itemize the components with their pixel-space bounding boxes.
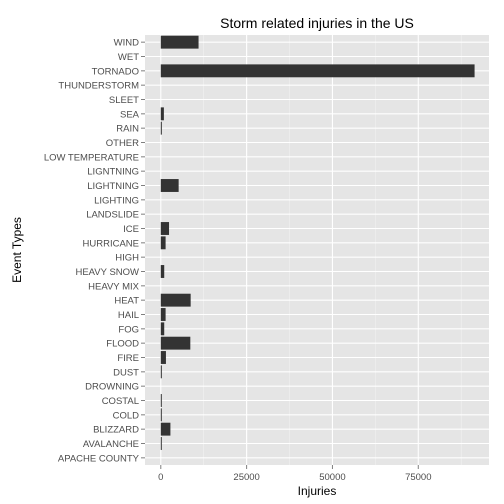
- bar-heat: [160, 293, 191, 307]
- bar-lightning: [160, 179, 179, 192]
- x-tick-label: 25000: [233, 472, 259, 483]
- y-tick-label: AVALANCHE: [83, 439, 139, 450]
- y-tick-label: APACHE COUNTY: [58, 453, 140, 464]
- y-tick-label: LIGNTNING: [87, 167, 139, 178]
- y-tick-label: LIGHTING: [94, 195, 139, 206]
- y-tick-label: ICE: [123, 224, 139, 235]
- bar-fog: [160, 322, 165, 336]
- bar-avalanche: [160, 437, 162, 450]
- x-axis-title: Injuries: [298, 484, 337, 498]
- minor-gridlines: [203, 35, 462, 465]
- y-tick-label: RAIN: [116, 124, 139, 135]
- chart-title: Storm related injuries in the US: [220, 15, 414, 31]
- y-tick-label: HEAT: [114, 296, 139, 307]
- y-tick-label: HEAVY MIX: [88, 281, 140, 292]
- y-tick-label: SEA: [120, 109, 140, 120]
- y-tick-label: FIRE: [117, 353, 139, 364]
- y-tick-label: THUNDERSTORM: [58, 81, 139, 92]
- bar-hurricane: [160, 236, 166, 250]
- bar-wind: [160, 35, 199, 49]
- bar-fire: [160, 351, 166, 364]
- y-tick-label: DUST: [113, 367, 139, 378]
- y-tick-label: HIGH: [115, 253, 139, 264]
- bar-sea: [160, 107, 164, 121]
- y-tick-label: HEAVY SNOW: [75, 267, 139, 278]
- y-tick-label: SLEET: [109, 95, 139, 106]
- y-axis-title: Event Types: [10, 217, 24, 283]
- y-tick-label: BLIZZARD: [93, 425, 139, 436]
- x-tick-label: 50000: [319, 472, 345, 483]
- bars: [160, 35, 475, 450]
- bar-dust: [160, 365, 162, 379]
- y-tick-label: HURRICANE: [83, 238, 139, 249]
- y-tick-label: WIND: [114, 38, 139, 49]
- y-tick-labels: WIND WET TORNADO THUNDERSTORM SLEET SEA RAIN OT…: [44, 38, 140, 465]
- axis-ticks: [141, 41, 419, 469]
- bar-ice: [160, 222, 170, 235]
- bar-cold: [160, 408, 162, 422]
- y-tick-label: TORNADO: [92, 66, 139, 77]
- x-tick-labels: 0 25000 50000 75000: [158, 472, 431, 483]
- y-tick-label: COLD: [113, 410, 140, 421]
- bar-rain: [160, 121, 162, 135]
- y-tick-label: FLOOD: [106, 339, 139, 350]
- y-tick-label: OTHER: [106, 138, 139, 149]
- y-tick-label: FOG: [118, 324, 139, 335]
- bar-costal: [160, 394, 162, 407]
- bar-hail: [160, 308, 166, 321]
- bar-tornado: [160, 64, 475, 78]
- bar-blizzard: [160, 422, 171, 436]
- plot-panel: [145, 35, 489, 465]
- y-tick-label: DROWNING: [85, 382, 139, 393]
- y-tick-label: LANDSLIDE: [86, 210, 139, 221]
- y-tick-label: HAIL: [118, 310, 139, 321]
- bar-flood: [160, 336, 191, 350]
- y-tick-label: COSTAL: [102, 396, 139, 407]
- y-tick-label: WET: [118, 52, 139, 63]
- y-tick-label: LOW TEMPERATURE: [44, 152, 139, 163]
- x-tick-label: 0: [158, 472, 163, 483]
- y-tick-label: LIGHTNING: [87, 181, 139, 192]
- x-tick-label: 75000: [405, 472, 431, 483]
- bar-heavy-snow: [160, 265, 165, 278]
